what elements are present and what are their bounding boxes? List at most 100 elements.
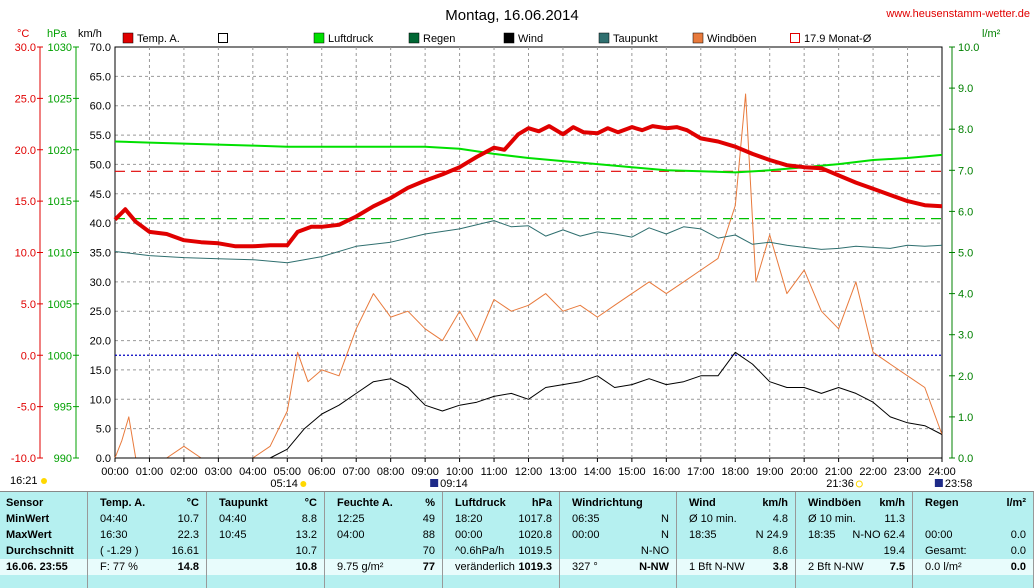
temp-tick-label: 15.0 — [15, 196, 36, 208]
pressure-tick-label: 1015 — [48, 196, 72, 208]
stats-header: Windböen km/h — [796, 495, 912, 511]
stats-row: ^0.6hPa/h 1019.5 — [443, 543, 559, 559]
stats-cell-label: Regen — [925, 497, 959, 509]
stats-cell-label: Gesamt: — [925, 545, 967, 557]
x-tick-label: 13:00 — [549, 466, 577, 478]
stats-cell-label: Ø 10 min. — [689, 513, 737, 525]
stats-cell-label: 00:00 — [572, 529, 600, 541]
stats-footer: 16.06. 23:55 — [0, 559, 87, 575]
legend-label: Luftdruck — [328, 33, 374, 45]
pressure-tick-label: 1010 — [48, 248, 72, 260]
series-line-tempa — [113, 124, 943, 249]
statistics-table: Sensor MinWert MaxWert Durchschnitt 16.06. 2… — [0, 491, 1034, 588]
pressure-tick-label: 1000 — [48, 350, 72, 362]
stats-cell-value: 7.5 — [889, 561, 905, 573]
stats-cell-label: veränderlich — [455, 561, 515, 573]
stats-cell-value: 22.3 — [177, 529, 199, 541]
stats-cell-value: 1020.8 — [518, 529, 552, 541]
x-tick-label: 19:00 — [756, 466, 784, 478]
rain-tick-label: 8.0 — [958, 124, 973, 136]
stats-cell-label: 04:00 — [337, 529, 365, 541]
stats-footer: 327 ° N-NW — [560, 559, 676, 575]
stats-cell-value: km/h — [762, 497, 788, 509]
rain-unit-label: l/m² — [982, 28, 1001, 40]
stats-cell-value: km/h — [879, 497, 905, 509]
stats-column-windrichtung: Windrichtung 06:35 N 00:00 N N-NO 327 ° N-NW — [560, 492, 677, 588]
x-tick-label: 04:00 — [239, 466, 267, 478]
stats-row: 12:25 49 — [325, 511, 442, 527]
stats-footer: 2 Bft N-NW 7.5 — [796, 559, 912, 575]
stats-cell-label: 12:25 — [337, 513, 365, 525]
pressure-tick-label: 1020 — [48, 145, 72, 157]
stats-cell-label: 18:35 — [689, 529, 717, 541]
stats-cell-value: 0.0 — [1010, 529, 1026, 541]
stats-cell-value: N-NW — [639, 561, 669, 573]
legend-swatch — [122, 32, 134, 44]
stats-cell-label: 00:00 — [925, 529, 953, 541]
stats-row: 06:35 N — [560, 511, 676, 527]
x-tick-label: 14:00 — [584, 466, 612, 478]
stats-column-feuchte: Feuchte A.% 12:25 49 04:00 88 70 9.75 g/m² 77 — [325, 492, 443, 588]
temp-tick-label: 30.0 — [15, 42, 36, 54]
stats-cell-value: 16.61 — [171, 545, 199, 557]
wind-tick-label: 35.0 — [90, 248, 111, 260]
stats-row: MaxWert — [0, 527, 87, 543]
stats-row: 04:40 10.7 — [88, 511, 206, 527]
stats-footer: F: 77 % 14.8 — [88, 559, 206, 575]
wind-tick-label: 0.0 — [96, 453, 111, 465]
stats-header: Luftdruck hPa — [443, 495, 559, 511]
stats-footer: 9.75 g/m² 77 — [325, 559, 442, 575]
stats-cell-label: F: 77 % — [100, 561, 138, 573]
stats-cell-value: 0.0 — [1010, 561, 1026, 573]
temp-tick-label: 10.0 — [15, 248, 36, 260]
stats-cell-value: 10.7 — [177, 513, 199, 525]
legend-label: Temp. A. — [137, 33, 180, 45]
stats-cell-label: Ø 10 min. — [808, 513, 856, 525]
rain-tick-label: 4.0 — [958, 289, 973, 301]
stats-row: 04:40 8.8 — [207, 511, 324, 527]
stats-cell-value: °C — [304, 497, 317, 509]
x-tick-label: 17:00 — [687, 466, 715, 478]
rain-tick-label: 10.0 — [958, 42, 979, 54]
pressure-tick-label: 1030 — [48, 42, 72, 54]
stats-cell-value: N-NO — [640, 545, 669, 557]
wind-tick-label: 5.0 — [96, 424, 111, 436]
temp-tick-label: -10.0 — [11, 453, 36, 465]
stats-cell-label: 06:35 — [572, 513, 600, 525]
stats-cell-value: 14.8 — [177, 561, 199, 573]
moonset-label: 23:58 — [945, 478, 973, 490]
chart-title: Montag, 16.06.2014 — [445, 7, 578, 24]
pressure-tick-label: 1005 — [48, 299, 72, 311]
rain-tick-label: 7.0 — [958, 165, 973, 177]
stats-cell-label: 16:30 — [100, 529, 128, 541]
x-tick-label: 05:00 — [274, 466, 302, 478]
stats-footer: 0.0 l/m² 0.0 — [913, 559, 1033, 575]
temp-tick-label: 20.0 — [15, 145, 36, 157]
stats-cell-label: 1 Bft N-NW — [689, 561, 745, 573]
stats-cell-value: hPa — [531, 497, 552, 509]
stats-cell-label: Durchschnitt — [6, 545, 74, 557]
stats-cell-value: % — [425, 497, 435, 509]
stats-cell-value: 3.8 — [772, 561, 788, 573]
wind-tick-label: 40.0 — [90, 218, 111, 230]
temp-tick-label: 0.0 — [21, 350, 36, 362]
stats-cell-value: °C — [186, 497, 199, 509]
stats-cell-label: ^0.6hPa/h — [455, 545, 505, 557]
stats-cell-label: 327 ° — [572, 561, 598, 573]
stats-cell-value: N — [661, 529, 669, 541]
stats-row: 00:00 0.0 — [913, 527, 1033, 543]
series-line-taupunkt — [114, 220, 943, 264]
moonrise-icon — [430, 479, 439, 487]
wind-tick-label: 20.0 — [90, 336, 111, 348]
x-tick-label: 21:00 — [825, 466, 853, 478]
stats-cell-label: Windböen — [808, 497, 862, 509]
stats-row: 70 — [325, 543, 442, 559]
x-tick-label: 06:00 — [308, 466, 336, 478]
stats-cell-label: 04:40 — [219, 513, 247, 525]
stats-cell-label: 18:35 — [808, 529, 836, 541]
website-label: www.heusenstamm-wetter.de — [885, 8, 1030, 20]
legend-swatch — [692, 32, 704, 44]
stats-header: Temp. A. °C — [88, 495, 206, 511]
stats-cell-value: 70 — [422, 545, 435, 557]
moonset-icon — [934, 479, 943, 487]
